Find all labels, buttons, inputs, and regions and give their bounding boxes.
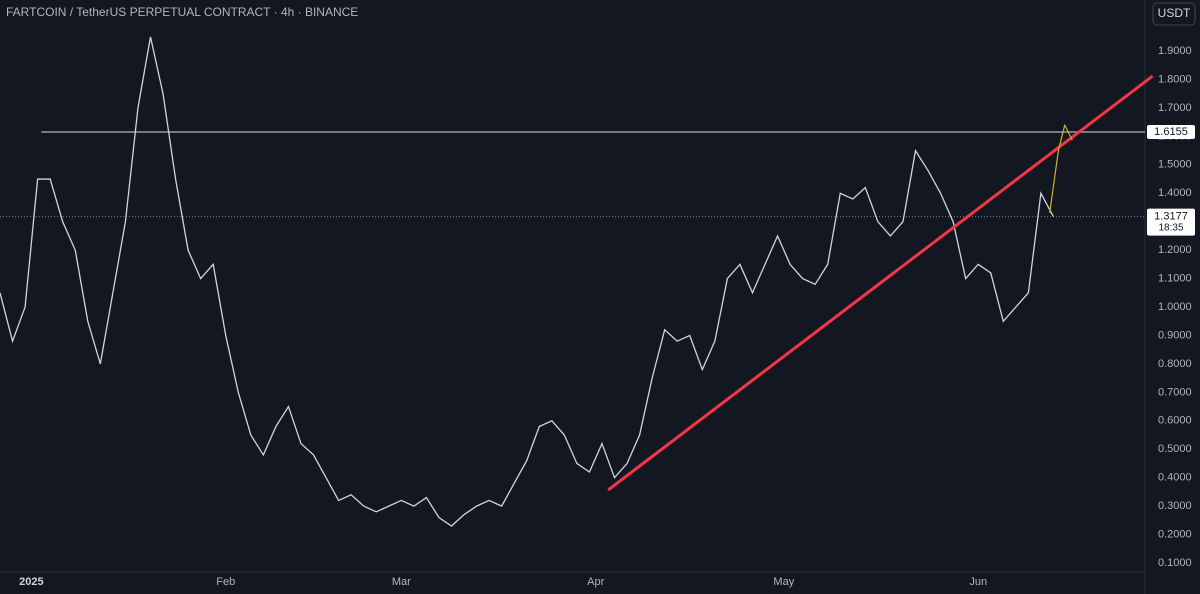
last-price-label: 1.3177 [1154,211,1188,223]
chart-title: FARTCOIN / TetherUS PERPETUAL CONTRACT ·… [6,5,358,19]
y-tick-label: 0.4000 [1158,472,1192,484]
countdown-label: 18:35 [1158,222,1183,233]
trendline [607,74,1154,492]
currency-button[interactable] [1152,2,1196,26]
last-price-box [1147,208,1195,236]
y-tick-label: 1.7000 [1158,102,1192,114]
y-tick-label: 0.6000 [1158,415,1192,427]
y-tick-label: 0.1000 [1158,557,1192,569]
y-tick-label: 0.9000 [1158,329,1192,341]
y-tick-label: 1.8000 [1158,73,1192,85]
y-tick-label: 0.3000 [1158,500,1192,512]
projection-curve [1049,124,1073,213]
y-tick-label: 0.8000 [1158,358,1192,370]
level-label: 1.6155 [1154,126,1188,138]
y-tick-label: 0.7000 [1158,386,1192,398]
y-tick-label: 1.9000 [1158,45,1192,57]
price-line [0,36,1055,527]
x-tick-label: Feb [216,576,235,588]
y-tick-label: 1.5000 [1158,159,1192,171]
y-tick-label: 1.2000 [1158,244,1192,256]
currency-label[interactable]: USDT [1158,6,1191,20]
y-tick-label: 0.5000 [1158,443,1192,455]
x-tick-label: Apr [587,576,604,588]
x-tick-label: Mar [392,576,411,588]
y-tick-label: 0.2000 [1158,528,1192,540]
level-label-box [1147,124,1195,139]
y-tick-label: 1.0000 [1158,301,1192,313]
x-tick-label: 2025 [19,576,43,588]
x-tick-label: Jun [969,576,987,588]
y-tick-label: 1.1000 [1158,273,1192,285]
x-tick-label: May [773,576,794,588]
y-tick-label: 1.4000 [1158,187,1192,199]
